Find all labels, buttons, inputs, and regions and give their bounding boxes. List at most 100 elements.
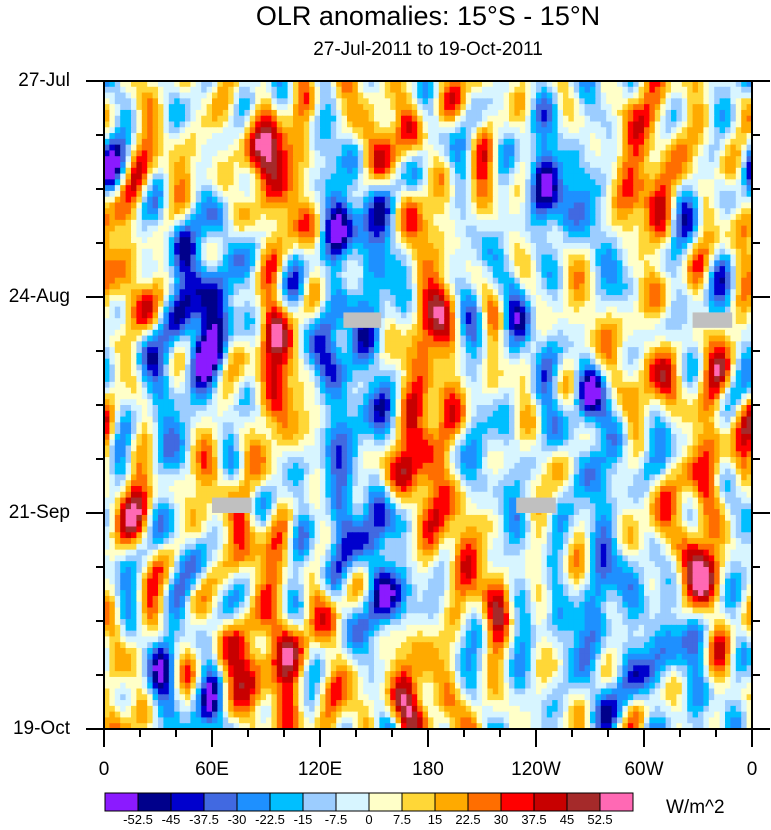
field-cell (228, 271, 235, 279)
field-cell (741, 133, 748, 140)
field-cell (233, 144, 240, 152)
field-cell (595, 306, 602, 314)
field-cell (379, 306, 386, 314)
field-cell (714, 243, 721, 250)
field-cell (195, 104, 202, 111)
field-cell (141, 81, 148, 88)
field-cell (379, 179, 386, 186)
field-cell (136, 92, 143, 99)
field-cell (692, 237, 699, 244)
field-cell (681, 133, 688, 140)
field-cell (352, 190, 359, 198)
field-cell (357, 173, 364, 180)
field-cell (735, 219, 742, 227)
field-cell (503, 138, 510, 146)
field-cell (287, 196, 294, 204)
field-cell (449, 248, 456, 256)
field-cell (293, 237, 299, 244)
field-cell (725, 254, 731, 261)
field-cell (557, 185, 564, 192)
field-cell (444, 214, 451, 221)
field-cell (239, 243, 245, 250)
field-cell (244, 260, 251, 267)
field-cell (390, 214, 397, 221)
field-cell (649, 271, 656, 279)
field-cell (514, 237, 521, 244)
field-cell (341, 277, 348, 285)
field-cell (152, 92, 159, 99)
field-cell (584, 202, 591, 209)
field-cell (233, 254, 240, 261)
field-cell (163, 266, 170, 273)
field-cell (271, 289, 278, 296)
field-cell (735, 121, 742, 128)
field-cell (325, 109, 332, 117)
field-cell (174, 237, 181, 244)
field-cell (649, 86, 656, 94)
field-cell (287, 92, 294, 99)
field-cell (147, 231, 154, 238)
field-cell (455, 98, 461, 105)
field-cell (233, 277, 240, 285)
field-cell (395, 202, 402, 209)
field-cell (131, 127, 137, 134)
field-cell (363, 109, 370, 117)
field-cell (195, 214, 202, 221)
field-cell (552, 208, 559, 215)
field-cell (482, 81, 488, 88)
field-cell (633, 115, 640, 123)
field-cell (217, 185, 224, 192)
field-cell (125, 289, 132, 296)
field-cell (482, 225, 488, 233)
field-cell (487, 173, 494, 180)
field-cell (471, 283, 478, 290)
field-cell (141, 277, 148, 285)
field-cell (174, 133, 181, 140)
field-cell (276, 167, 283, 175)
field-cell (314, 115, 321, 123)
field-cell (638, 185, 645, 192)
field-cell (644, 260, 650, 267)
field-cell (109, 202, 116, 209)
field-cell (190, 266, 197, 273)
field-cell (266, 289, 272, 296)
field-cell (498, 109, 505, 117)
field-cell (417, 86, 424, 94)
field-cell (455, 179, 461, 186)
field-cell (654, 92, 661, 99)
field-cell (368, 277, 375, 285)
field-cell (190, 162, 197, 169)
field-cell (595, 138, 602, 146)
field-cell (519, 260, 526, 267)
field-cell (660, 202, 667, 209)
field-cell (363, 127, 370, 134)
field-cell (476, 300, 483, 308)
field-cell (676, 202, 683, 209)
field-cell (390, 98, 397, 105)
field-cell (665, 115, 672, 123)
field-cell (422, 225, 429, 233)
field-cell (552, 283, 559, 290)
field-cell (703, 219, 710, 227)
field-cell (482, 289, 488, 296)
field-cell (573, 167, 580, 175)
field-cell (271, 266, 278, 273)
field-cell (309, 208, 316, 215)
field-cell (541, 202, 548, 209)
field-cell (158, 162, 164, 169)
field-cell (438, 167, 445, 175)
field-cell (104, 162, 110, 169)
field-cell (336, 295, 343, 302)
field-cell (665, 277, 672, 285)
field-cell (276, 214, 283, 221)
field-cell (735, 277, 742, 285)
field-cell (487, 156, 494, 163)
field-cell (136, 318, 143, 325)
field-cell (212, 254, 218, 261)
field-cell (438, 81, 445, 88)
field-cell (325, 173, 332, 180)
field-cell (476, 109, 483, 117)
field-cell (557, 92, 564, 99)
field-cell (347, 133, 353, 140)
field-cell (330, 185, 337, 192)
